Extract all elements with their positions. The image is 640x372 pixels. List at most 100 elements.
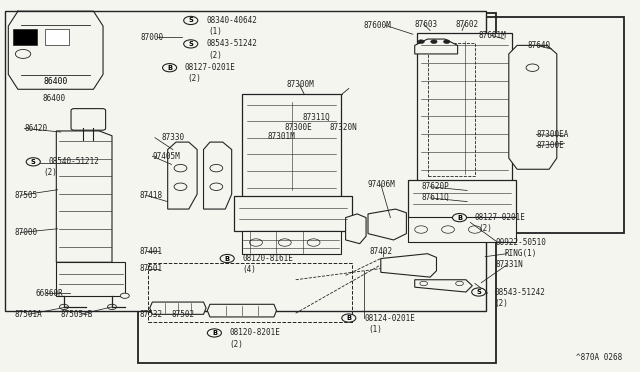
Bar bbox=[408, 17, 624, 232]
Polygon shape bbox=[168, 142, 197, 209]
Text: 87603: 87603 bbox=[415, 20, 438, 29]
Polygon shape bbox=[56, 262, 125, 296]
Text: 08543-51242: 08543-51242 bbox=[206, 39, 257, 48]
Polygon shape bbox=[346, 214, 366, 244]
Circle shape bbox=[210, 164, 223, 172]
Bar bbox=[242, 231, 341, 254]
Text: (2): (2) bbox=[494, 299, 508, 308]
Circle shape bbox=[26, 158, 40, 166]
Text: 87505+B: 87505+B bbox=[61, 310, 93, 319]
Text: S: S bbox=[31, 159, 36, 165]
Polygon shape bbox=[207, 304, 276, 317]
Polygon shape bbox=[204, 142, 232, 209]
Text: 08340-40642: 08340-40642 bbox=[206, 16, 257, 25]
Text: 86420: 86420 bbox=[24, 124, 47, 133]
Circle shape bbox=[472, 288, 486, 296]
Text: (4): (4) bbox=[242, 265, 256, 274]
Polygon shape bbox=[415, 280, 472, 292]
Text: 87601M: 87601M bbox=[479, 31, 506, 40]
Circle shape bbox=[342, 314, 356, 322]
Circle shape bbox=[418, 40, 424, 44]
Text: 08543-51242: 08543-51242 bbox=[494, 288, 545, 296]
Text: 08127-0201E: 08127-0201E bbox=[475, 213, 525, 222]
Circle shape bbox=[210, 183, 223, 190]
Polygon shape bbox=[415, 39, 458, 54]
Circle shape bbox=[163, 64, 177, 72]
Bar bbox=[408, 180, 516, 218]
Text: 87620P: 87620P bbox=[421, 182, 449, 191]
Circle shape bbox=[184, 40, 198, 48]
Text: 87000: 87000 bbox=[14, 228, 37, 237]
Text: 97405M: 97405M bbox=[152, 152, 180, 161]
Text: 08124-0201E: 08124-0201E bbox=[364, 314, 415, 323]
Text: 87311Q: 87311Q bbox=[302, 113, 330, 122]
Text: ^870A 0268: ^870A 0268 bbox=[576, 353, 622, 362]
Text: 87000: 87000 bbox=[140, 33, 163, 42]
Circle shape bbox=[431, 40, 437, 44]
Text: 66860R: 66860R bbox=[35, 289, 63, 298]
Circle shape bbox=[207, 329, 221, 337]
Text: 87501: 87501 bbox=[140, 264, 163, 273]
Circle shape bbox=[60, 304, 68, 310]
Circle shape bbox=[220, 254, 234, 263]
Text: 00922-50510: 00922-50510 bbox=[496, 238, 547, 247]
Bar bbox=[13, 29, 37, 45]
Polygon shape bbox=[368, 209, 406, 240]
Text: 87300E: 87300E bbox=[285, 123, 312, 132]
Text: B: B bbox=[225, 256, 230, 262]
Text: S: S bbox=[188, 41, 193, 47]
Text: 97406M: 97406M bbox=[368, 180, 396, 189]
Text: 87611Q: 87611Q bbox=[421, 193, 449, 202]
Text: 87418: 87418 bbox=[140, 191, 163, 200]
Text: 86400: 86400 bbox=[44, 77, 68, 86]
Bar bbox=[148, 263, 352, 322]
Text: (2): (2) bbox=[208, 51, 222, 60]
Bar bbox=[242, 94, 341, 198]
Text: 87502: 87502 bbox=[172, 310, 195, 319]
Text: 86400: 86400 bbox=[43, 94, 66, 103]
Bar bbox=[5, 11, 486, 311]
Text: (2): (2) bbox=[187, 74, 201, 83]
Text: 87402: 87402 bbox=[370, 247, 393, 256]
Bar bbox=[408, 217, 516, 242]
Text: 87505: 87505 bbox=[14, 191, 37, 200]
Bar bbox=[234, 196, 352, 231]
Text: 87640: 87640 bbox=[528, 41, 551, 50]
Circle shape bbox=[452, 214, 467, 222]
Circle shape bbox=[174, 164, 187, 172]
Polygon shape bbox=[509, 45, 557, 169]
Text: 87602: 87602 bbox=[456, 20, 479, 29]
Text: 87330: 87330 bbox=[161, 133, 184, 142]
Text: 08120-8201E: 08120-8201E bbox=[230, 328, 280, 337]
Text: (1): (1) bbox=[368, 325, 382, 334]
Text: 87300EA: 87300EA bbox=[536, 130, 569, 139]
Text: (1): (1) bbox=[208, 27, 222, 36]
FancyBboxPatch shape bbox=[71, 109, 106, 130]
Text: 87300E: 87300E bbox=[536, 141, 564, 150]
Text: 87320N: 87320N bbox=[330, 123, 357, 132]
Text: 87501A: 87501A bbox=[14, 310, 42, 319]
Bar bbox=[417, 33, 512, 182]
Text: B: B bbox=[346, 315, 351, 321]
Circle shape bbox=[444, 40, 450, 44]
Text: 87301M: 87301M bbox=[268, 132, 295, 141]
Text: (2): (2) bbox=[479, 224, 493, 233]
Text: B: B bbox=[167, 65, 172, 71]
Circle shape bbox=[184, 16, 198, 25]
Text: 08127-0201E: 08127-0201E bbox=[185, 63, 236, 72]
Polygon shape bbox=[150, 302, 206, 314]
Text: 87331N: 87331N bbox=[496, 260, 524, 269]
Text: 87401: 87401 bbox=[140, 247, 163, 256]
Text: 87532: 87532 bbox=[140, 310, 163, 319]
Text: (2): (2) bbox=[229, 340, 243, 349]
Bar bbox=[138, 13, 496, 363]
Polygon shape bbox=[381, 254, 436, 277]
Polygon shape bbox=[56, 131, 112, 262]
Circle shape bbox=[108, 304, 116, 310]
Text: S: S bbox=[188, 17, 193, 23]
Text: 08120-8161E: 08120-8161E bbox=[243, 254, 293, 263]
Text: RING(1): RING(1) bbox=[504, 249, 537, 258]
Text: B: B bbox=[212, 330, 217, 336]
Text: (2): (2) bbox=[44, 169, 58, 177]
Text: 87300M: 87300M bbox=[287, 80, 314, 89]
